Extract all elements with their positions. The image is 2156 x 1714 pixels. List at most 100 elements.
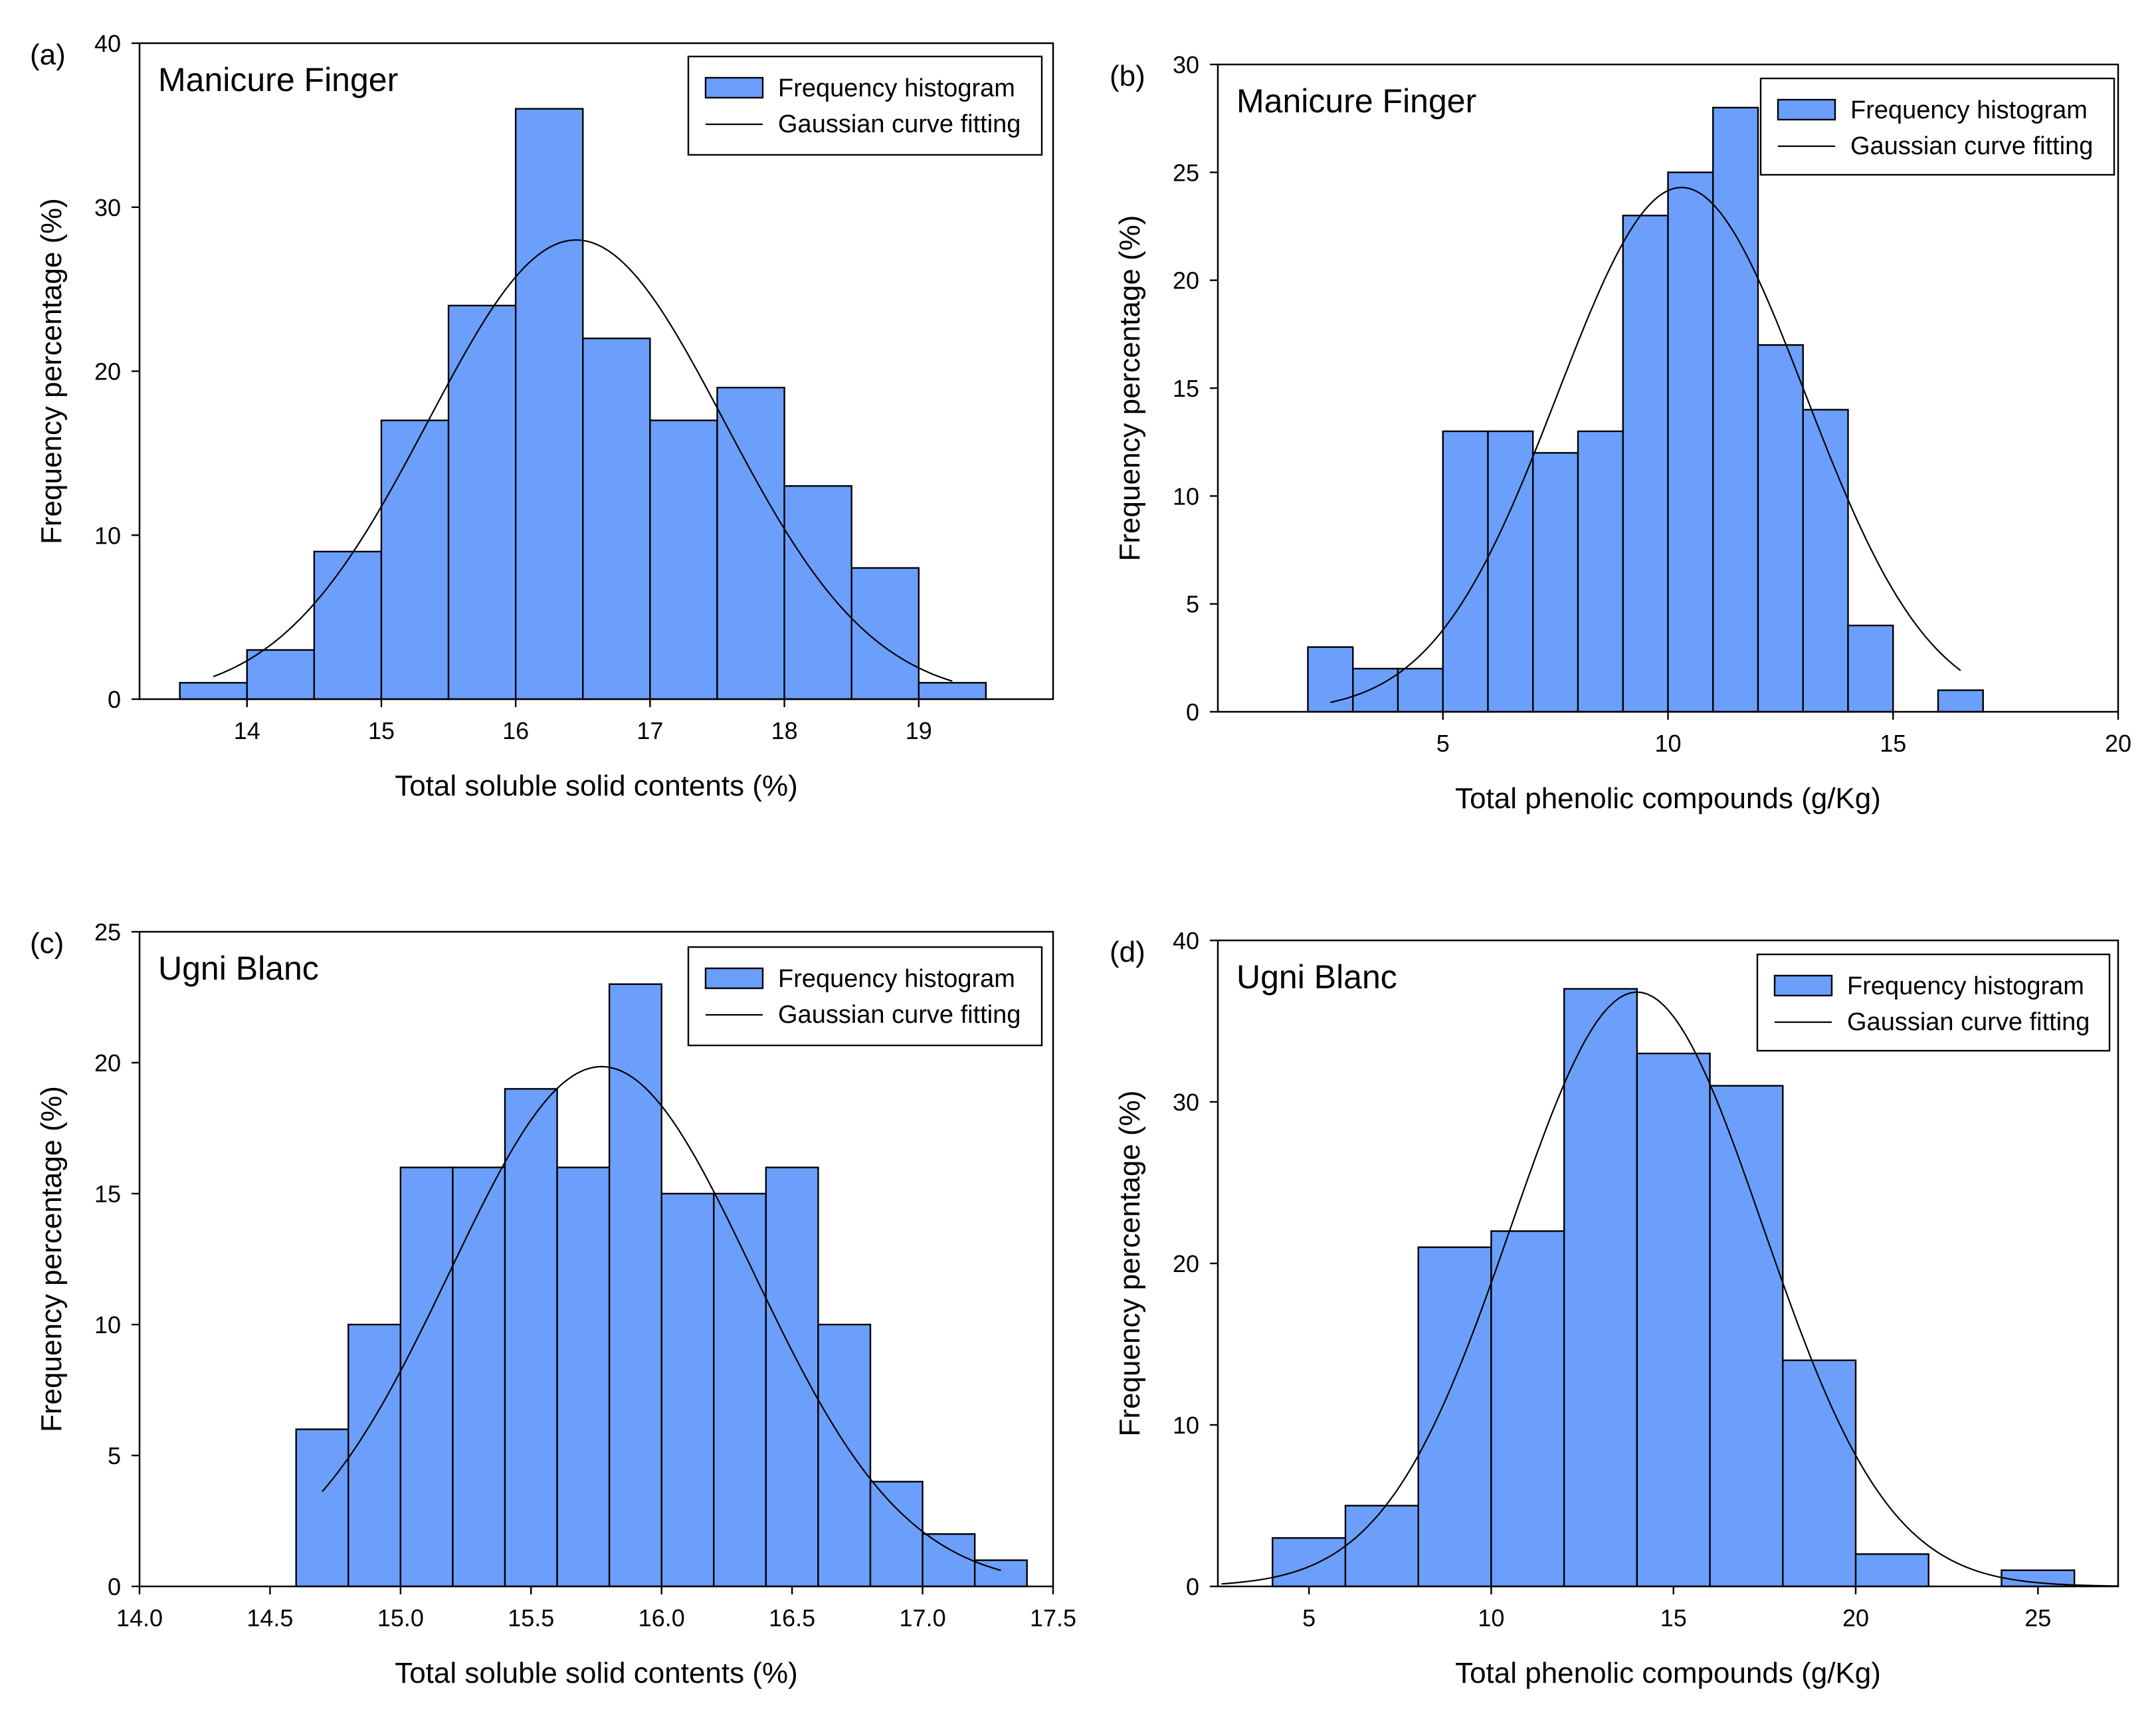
chart-panel-a: 14 15 16 17 18 19 0 10 20 30 40 Total soluble solid… — [30, 30, 1054, 802]
legend-label-histogram: Frequency histogram — [1847, 972, 2084, 1000]
chart-panel-d: 5 10 15 20 25 0 10 20 30 40 Total phenolic compoun… — [1110, 927, 2119, 1689]
x-tick-label: 16.5 — [769, 1604, 815, 1632]
histogram-bar — [922, 1533, 976, 1588]
legend-label-curve: Gaussian curve fitting — [1847, 1008, 2090, 1036]
histogram-bar — [1667, 171, 1714, 713]
histogram-bar — [1352, 667, 1399, 713]
histogram-bar — [2001, 1569, 2076, 1588]
x-tick-label: 16 — [502, 717, 529, 744]
y-tick-label: 20 — [1173, 267, 1199, 294]
histogram-bar — [716, 386, 785, 700]
histogram-bar — [817, 1323, 872, 1588]
histogram-bar — [660, 1192, 715, 1588]
y-tick-label: 0 — [108, 686, 121, 713]
x-tick-label: 10 — [1654, 730, 1681, 757]
legend-swatch-histogram — [704, 967, 764, 990]
y-axis-title: Frequency percentage (%) — [1114, 1091, 1146, 1437]
gaussian-curve — [322, 1065, 1001, 1571]
x-tick-label: 15.0 — [377, 1604, 424, 1632]
panel-title: Ugni Blanc — [1236, 958, 1397, 996]
panel-label: (c) — [30, 927, 64, 960]
y-tick-label: 20 — [94, 1049, 121, 1077]
histogram-bar — [869, 1481, 924, 1588]
gaussian-curve — [1330, 186, 1961, 703]
x-tick-label: 14.0 — [116, 1604, 163, 1632]
histogram-bar — [1709, 1085, 1784, 1588]
histogram-bar — [850, 567, 920, 700]
panel-title: Manicure Finger — [1236, 82, 1476, 120]
histogram-bar — [1847, 624, 1894, 713]
legend-box — [1759, 77, 2115, 176]
panel-title: Ugni Blanc — [158, 950, 319, 987]
legend: Frequency histogram Gaussian curve fittin… — [1759, 77, 2115, 176]
y-axis-title: Frequency percentage (%) — [35, 198, 68, 544]
histogram-bar — [1487, 430, 1534, 713]
histogram-bar — [246, 649, 316, 700]
y-tick-label: 5 — [108, 1442, 121, 1469]
legend-box — [687, 946, 1043, 1047]
x-tick-label: 15 — [1880, 730, 1906, 757]
histogram-bar — [1417, 1246, 1492, 1588]
histogram-bar — [295, 1428, 349, 1588]
x-tick-label: 14 — [234, 717, 260, 744]
histogram-bar — [1563, 988, 1638, 1588]
histogram-bar — [556, 1166, 611, 1588]
histogram-bar — [783, 485, 852, 700]
histogram-bar — [608, 983, 662, 1588]
y-tick-label: 15 — [1173, 375, 1199, 402]
legend-label-curve: Gaussian curve fitting — [778, 1001, 1021, 1029]
histogram-bar — [918, 682, 987, 700]
histogram-bar — [649, 419, 718, 700]
histogram-bar — [1937, 689, 1984, 713]
legend: Frequency histogram Gaussian curve fittin… — [687, 55, 1043, 156]
chart-panel-b: 5 10 15 20 0 5 10 15 20 25 30 Total phenolic compou… — [1110, 51, 2131, 815]
y-tick-label: 25 — [94, 918, 121, 946]
y-axis-title: Frequency percentage (%) — [1114, 215, 1146, 562]
x-axis-title: Total phenolic compounds (g/Kg) — [1455, 1657, 1881, 1689]
x-tick-label: 25 — [2024, 1604, 2051, 1632]
legend-swatch-histogram — [1773, 974, 1833, 997]
y-tick-label: 10 — [94, 1311, 121, 1339]
legend-swatch-histogram — [1777, 98, 1836, 121]
histogram-bar — [447, 304, 517, 700]
x-tick-label: 20 — [1842, 1604, 1869, 1632]
x-tick-label: 5 — [1302, 1604, 1316, 1632]
y-tick-label: 0 — [1186, 698, 1199, 726]
histogram-bar — [1636, 1052, 1711, 1588]
y-tick-label: 10 — [1173, 482, 1199, 510]
y-tick-label: 0 — [108, 1573, 121, 1600]
histogram-bar — [765, 1166, 819, 1588]
plot-frame — [138, 930, 1054, 1588]
legend-label-curve: Gaussian curve fitting — [1850, 132, 2093, 160]
panel-label: (d) — [1110, 936, 1145, 968]
y-tick-label: 30 — [1173, 1089, 1199, 1116]
histogram-bar — [1490, 1230, 1565, 1588]
x-axis-title: Total soluble solid contents (%) — [395, 770, 798, 802]
histogram-bar — [1532, 452, 1579, 713]
y-tick-label: 5 — [1186, 591, 1199, 618]
legend-swatch-histogram — [704, 76, 764, 99]
x-tick-label: 19 — [906, 717, 932, 744]
y-tick-label: 40 — [1173, 927, 1199, 954]
legend-box — [687, 55, 1043, 156]
histogram-bar — [1802, 409, 1849, 713]
gaussian-curve — [213, 239, 953, 682]
x-tick-label: 20 — [2105, 730, 2131, 757]
y-tick-label: 30 — [94, 194, 121, 221]
histogram-bar — [1782, 1359, 1857, 1588]
x-axis-title: Total phenolic compounds (g/Kg) — [1455, 782, 1881, 815]
legend: Frequency histogram Gaussian curve fittin… — [687, 946, 1043, 1047]
y-tick-label: 30 — [1173, 51, 1199, 78]
gaussian-curve — [1221, 991, 2119, 1587]
y-tick-label: 20 — [94, 358, 121, 385]
x-tick-label: 16.0 — [638, 1604, 685, 1632]
y-tick-label: 20 — [1173, 1250, 1199, 1277]
y-tick-label: 15 — [94, 1180, 121, 1208]
histogram-bar — [1622, 215, 1669, 713]
x-tick-label: 14.5 — [246, 1604, 293, 1632]
x-tick-label: 17.0 — [900, 1604, 946, 1632]
y-tick-label: 10 — [94, 522, 121, 549]
x-tick-label: 15.5 — [508, 1604, 554, 1632]
histogram-bar — [1712, 106, 1759, 713]
